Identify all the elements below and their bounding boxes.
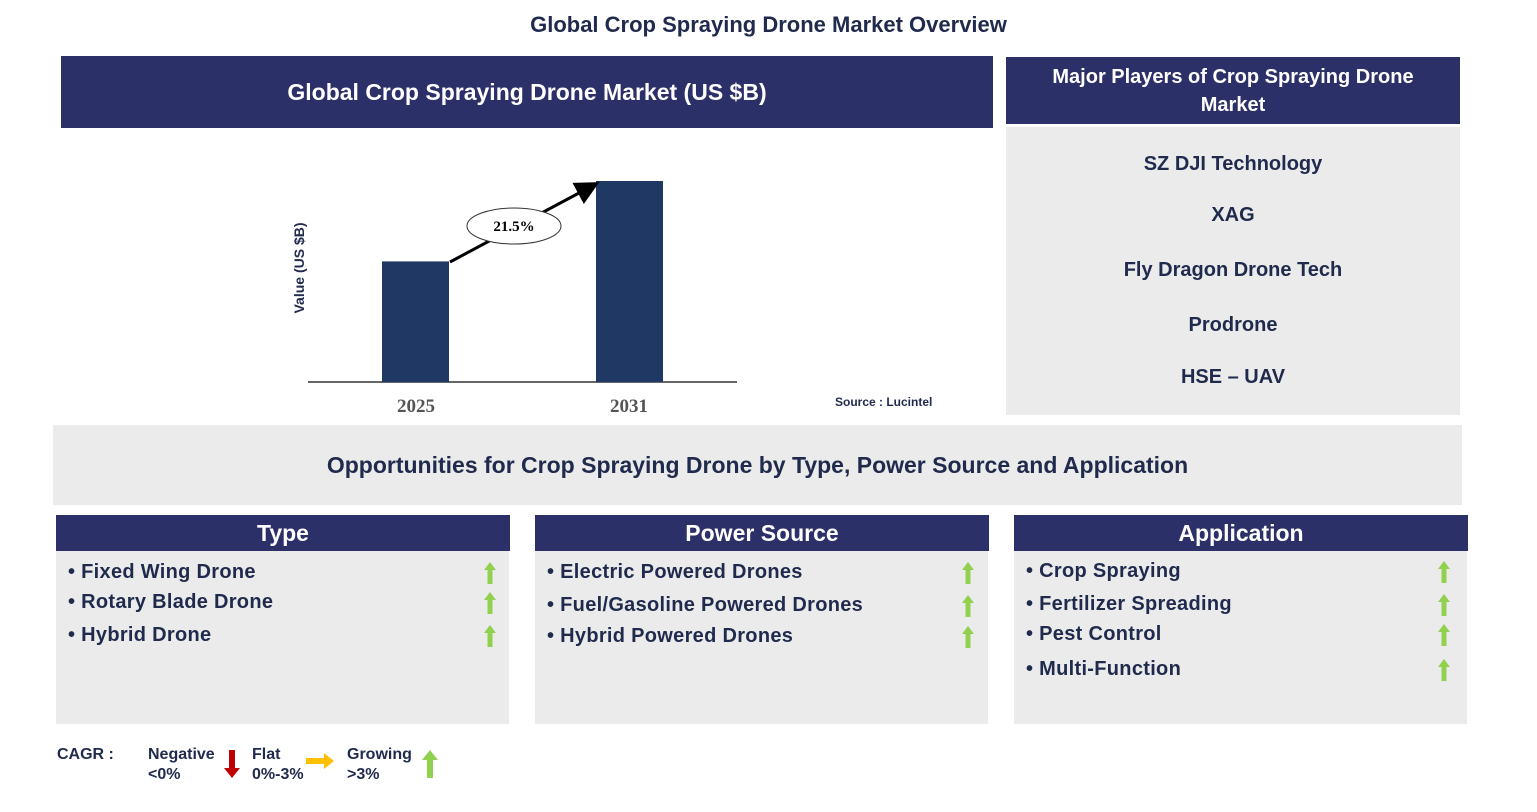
growing-arrow-icon [1438,594,1450,616]
segment-item: • Hybrid Powered Drones [547,625,794,647]
legend-negative-label: Negative [148,746,215,763]
segment-item: • Electric Powered Drones [547,561,803,583]
growing-arrow-icon [1438,659,1450,681]
legend-flat-range: 0%-3% [252,766,304,783]
player-item: HSE – UAV [1180,366,1286,388]
growing-arrow-icon [1438,561,1450,583]
segment-body [56,551,509,724]
source-label: Source : Lucintel [835,395,933,409]
down-arrow-icon [224,750,240,778]
segment-item: • Fertilizer Spreading [1026,593,1232,615]
cagr-legend-label: CAGR : [57,746,114,763]
cagr-label: 21.5% [493,219,534,235]
segment-header: Type [56,515,510,551]
cagr-ellipse [466,207,562,245]
x-tick-2025: 2025 [397,396,435,417]
segment-item: • Fuel/Gasoline Powered Drones [547,594,864,616]
legend-flat: Flat 0%-3% [252,745,304,785]
segment-header: Power Source [535,515,989,551]
segment-item: • Rotary Blade Drone [68,591,274,613]
legend-growing: Growing >3% [347,745,412,785]
segment-item: • Pest Control [1026,623,1162,645]
legend-flat-label: Flat [252,746,281,763]
right-arrow-icon [306,753,334,769]
segment-application: Application • Crop Spraying • Fertilizer… [1014,515,1468,725]
segment-header: Application [1014,515,1468,551]
segment-body [1014,551,1467,724]
growing-arrow-icon [962,626,974,648]
players-header: Major Players of Crop Spraying Drone Mar… [1006,57,1460,124]
legend-growing-range: >3% [347,766,380,783]
segment-item: • Crop Spraying [1026,560,1181,582]
growing-arrow-icon [484,592,496,614]
players-list: SZ DJI Technology XAG Fly Dragon Drone T… [1006,127,1460,415]
segment-item: • Multi-Function [1026,658,1182,680]
growing-arrow-icon [484,562,496,584]
player-item: XAG [1211,204,1255,226]
player-item: SZ DJI Technology [1143,153,1323,175]
segment-body [535,551,988,724]
market-panel-header: Global Crop Spraying Drone Market (US $B… [61,56,993,128]
segment-item: • Fixed Wing Drone [68,561,256,583]
page-title: Global Crop Spraying Drone Market Overvi… [530,12,1007,37]
x-tick-2031: 2031 [610,396,648,417]
bar-2031 [596,181,663,382]
opportunities-header: Opportunities for Crop Spraying Drone by… [53,425,1462,505]
segment-item: • Hybrid Drone [68,624,212,646]
player-item: Prodrone [1188,314,1278,336]
growing-arrow-icon [484,625,496,647]
growing-arrow-icon [1438,624,1450,646]
bar-2025 [382,261,449,382]
growing-arrow-icon [962,562,974,584]
growing-arrow-icon [962,595,974,617]
legend-negative: Negative <0% [148,745,215,785]
player-item: Fly Dragon Drone Tech [1123,259,1343,281]
market-chart: Value (US $B) 2025 2031 21.5% [291,181,737,417]
legend-negative-range: <0% [148,766,181,783]
segment-power-source: Power Source • Electric Powered Drones •… [535,515,989,725]
legend-growing-label: Growing [347,746,412,763]
y-axis-label: Value (US $B) [291,222,307,313]
segment-type: Type • Fixed Wing Drone • Rotary Blade D… [56,515,510,725]
up-arrow-icon [422,750,438,778]
